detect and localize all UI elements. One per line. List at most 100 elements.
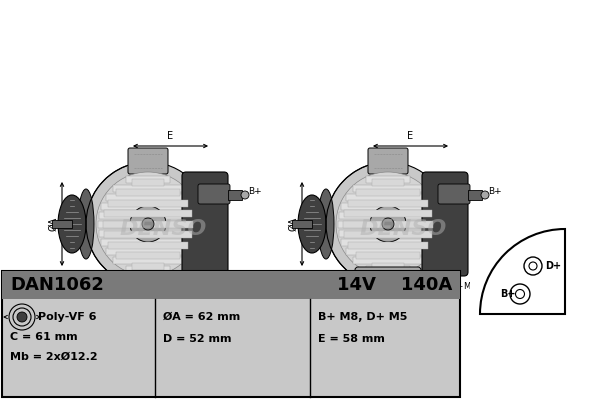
Circle shape [130,206,166,242]
Circle shape [516,290,525,298]
Text: DENSO: DENSO [359,219,447,239]
Text: E: E [407,131,413,141]
Circle shape [510,284,530,304]
Text: E = 58 mm: E = 58 mm [318,334,385,344]
Bar [108,200,188,207]
Bar [346,247,430,255]
Bar [344,231,432,238]
Circle shape [142,218,154,230]
Bar [116,252,180,259]
Bar [356,189,420,196]
Text: C: C [174,298,181,308]
Text: D+: D+ [545,261,561,271]
Circle shape [86,162,210,286]
Ellipse shape [58,195,86,253]
Bar [106,247,190,255]
Circle shape [382,218,394,230]
Bar [2,271,460,397]
Circle shape [529,262,537,270]
Bar [104,210,192,217]
Circle shape [17,312,27,322]
FancyBboxPatch shape [198,184,230,204]
Bar [343,221,433,227]
Text: ØA: ØA [288,217,298,231]
Ellipse shape [78,189,94,259]
Wedge shape [480,229,565,314]
Bar [132,178,164,186]
Bar [292,220,312,228]
Bar [99,229,197,237]
Bar [52,220,72,228]
Text: D: D [102,298,109,308]
Bar [366,265,410,273]
Bar [348,241,428,249]
Bar [468,190,482,200]
Bar [339,229,437,237]
Bar [356,252,420,259]
Circle shape [481,191,489,199]
Bar [339,211,437,219]
Text: C = 61 mm: C = 61 mm [10,332,78,342]
Text: Poly-VF 6: Poly-VF 6 [38,312,96,322]
Bar [228,190,242,200]
FancyBboxPatch shape [364,274,412,300]
Circle shape [524,257,542,275]
Text: ØA = 62 mm: ØA = 62 mm [163,312,240,322]
Circle shape [370,206,406,242]
FancyBboxPatch shape [128,148,168,174]
Text: D = 52 mm: D = 52 mm [163,334,231,344]
Bar [106,194,190,201]
Text: Mb = 2xØ12.2: Mb = 2xØ12.2 [10,352,98,362]
Bar [101,203,195,209]
Bar [348,200,428,207]
Bar [470,271,597,397]
Bar [341,203,435,209]
Bar [126,176,170,182]
Text: ØA: ØA [48,217,58,231]
Bar [338,221,438,227]
FancyBboxPatch shape [182,172,228,276]
Circle shape [96,172,200,276]
Bar [346,194,430,201]
Text: C: C [414,298,421,308]
Text: 14V    140A: 14V 140A [337,276,452,294]
FancyBboxPatch shape [438,184,470,204]
FancyBboxPatch shape [124,274,172,300]
Bar [113,184,183,192]
Bar [103,221,193,227]
Text: B+: B+ [501,289,516,299]
Text: DAN1062: DAN1062 [10,276,104,294]
Circle shape [336,172,440,276]
Bar [104,231,192,238]
Text: B+: B+ [248,188,262,196]
Text: B+: B+ [488,188,501,196]
Bar [353,184,423,192]
FancyBboxPatch shape [355,267,421,301]
Text: Mb/Th: Mb/Th [463,282,489,290]
Bar [372,178,404,186]
Bar [366,176,410,182]
Ellipse shape [318,189,334,259]
Bar [116,189,180,196]
Bar [126,265,170,273]
Bar [2,271,460,299]
Bar [99,211,197,219]
Bar [353,257,423,263]
Circle shape [326,162,450,286]
Bar [113,257,183,263]
Text: D: D [341,298,349,308]
Bar [341,239,435,245]
Bar [372,263,404,269]
Text: E: E [168,131,174,141]
Bar [101,239,195,245]
Bar [108,241,188,249]
FancyBboxPatch shape [422,172,468,276]
FancyBboxPatch shape [368,148,408,174]
Ellipse shape [298,195,326,253]
Bar [98,221,198,227]
Circle shape [241,191,249,199]
Bar [344,210,432,217]
Text: Mb/Th: Mb/Th [223,282,249,290]
Bar [132,263,164,269]
Text: B+ M8, D+ M5: B+ M8, D+ M5 [318,312,407,322]
